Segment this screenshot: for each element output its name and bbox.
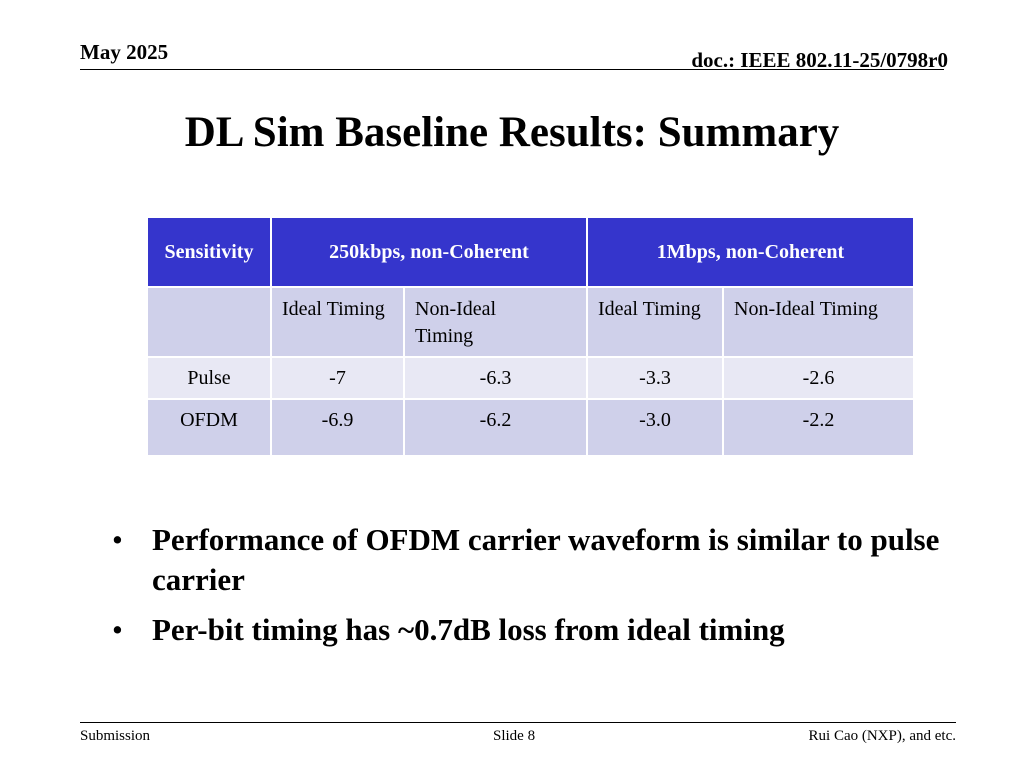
- footer-submission: Submission: [80, 728, 151, 744]
- footer-slide-number: Slide 8: [493, 728, 536, 744]
- bullet-item: • Per-bit timing has ~0.7dB loss from id…: [112, 610, 972, 650]
- row-label-cell: Pulse: [146, 356, 272, 400]
- results-table: Sensitivity 250kbps, non-Coherent 1Mbps,…: [146, 216, 915, 457]
- subheader-text: Ideal Timing: [598, 298, 701, 320]
- header-doc-id: doc.: IEEE 802.11-25/0798r0: [691, 48, 948, 72]
- table-header-row: Sensitivity 250kbps, non-Coherent 1Mbps,…: [146, 216, 915, 288]
- corner-header-cell: Sensitivity: [146, 216, 272, 288]
- group-header-250kbps: 250kbps, non-Coherent: [270, 216, 588, 288]
- value-cell: -6.9: [270, 398, 405, 457]
- bullet-text: Performance of OFDM carrier waveform is …: [152, 522, 940, 597]
- value-text: -3.0: [639, 409, 671, 431]
- subheader-text: Non-Ideal Timing: [415, 298, 497, 347]
- bullet-icon: •: [112, 612, 123, 647]
- value-text: -6.2: [479, 409, 512, 431]
- bullet-text: Per-bit timing has ~0.7dB loss from idea…: [152, 612, 785, 647]
- table-subheader-row: Ideal Timing Non-Ideal Timing Ideal Timi…: [146, 286, 915, 358]
- value-cell: -2.6: [722, 356, 915, 400]
- value-cell: -7: [270, 356, 405, 400]
- bullet-icon: •: [112, 522, 123, 557]
- header-date: May 2025: [80, 40, 169, 64]
- table-row: Pulse -7 -6.3 -3.3 -2.6: [146, 356, 915, 400]
- bullet-list: • Performance of OFDM carrier waveform i…: [112, 520, 972, 660]
- footer-author: Rui Cao (NXP), and etc.: [808, 728, 956, 744]
- subheader-cell: Ideal Timing: [270, 286, 405, 358]
- row-label-text: OFDM: [180, 409, 238, 431]
- value-cell: -3.0: [586, 398, 724, 457]
- value-cell: -3.3: [586, 356, 724, 400]
- subheader-text: Non-Ideal Timing: [734, 298, 878, 320]
- subheader-cell: Non-Ideal Timing: [722, 286, 915, 358]
- value-cell: -2.2: [722, 398, 915, 457]
- subheader-cell: Ideal Timing: [586, 286, 724, 358]
- table-row: OFDM -6.9 -6.2 -3.0 -2.2: [146, 398, 915, 457]
- group-header-1mbps: 1Mbps, non-Coherent: [586, 216, 915, 288]
- bullet-item: • Performance of OFDM carrier waveform i…: [112, 520, 972, 600]
- value-cell: -6.2: [403, 398, 588, 457]
- subheader-empty-cell: [146, 286, 272, 358]
- slide-title: DL Sim Baseline Results: Summary: [184, 109, 840, 156]
- header-divider: [80, 69, 944, 70]
- subheader-cell: Non-Ideal Timing: [403, 286, 588, 358]
- value-cell: -6.3: [403, 356, 588, 400]
- subheader-text: Ideal Timing: [282, 298, 385, 320]
- value-text: -6.9: [321, 409, 354, 431]
- value-text: -2.2: [802, 409, 835, 431]
- row-label-cell: OFDM: [146, 398, 272, 457]
- footer-divider: [80, 722, 956, 723]
